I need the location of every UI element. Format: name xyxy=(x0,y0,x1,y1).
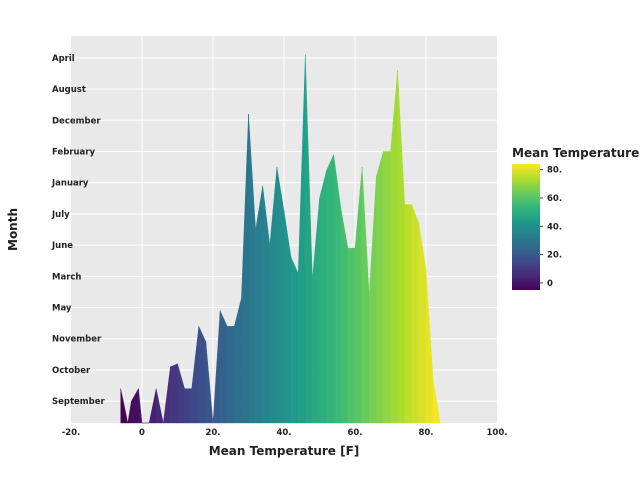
area-segment-3 xyxy=(138,388,143,424)
area-segment-29 xyxy=(319,170,327,424)
area-segment-8 xyxy=(170,363,178,424)
area-segment-45 xyxy=(432,379,441,424)
colorbar-ticks: 0 20. 40. 60. 80. xyxy=(540,166,562,289)
area-segment-38 xyxy=(383,151,391,424)
y-axis-title: Month xyxy=(6,208,20,251)
x-tick-label: 60. xyxy=(347,428,362,438)
area-segment-41 xyxy=(404,204,412,424)
area-segment-12 xyxy=(198,326,207,424)
area-segment-6 xyxy=(156,388,164,424)
colorbar-tick-label: 40. xyxy=(547,222,562,232)
y-tick-label: June xyxy=(51,241,73,251)
x-tick-label: -20. xyxy=(62,428,81,438)
x-tick-label: 100. xyxy=(487,428,508,438)
y-tick-label: April xyxy=(52,54,75,64)
area-segment-42 xyxy=(411,204,420,424)
colorbar-tick-label: 0 xyxy=(547,279,553,289)
x-axis-title: Mean Temperature [F] xyxy=(209,444,360,458)
area-segment-30 xyxy=(326,154,334,424)
area-segment-10 xyxy=(184,388,192,424)
data-area xyxy=(120,54,441,424)
area-segment-15 xyxy=(219,310,228,424)
area-segment-23 xyxy=(276,167,285,424)
legend-title: Mean Temperature [F] xyxy=(512,146,640,160)
y-tick-label: May xyxy=(52,304,72,314)
y-tick-label: February xyxy=(52,147,95,157)
y-tick-label: July xyxy=(51,210,70,220)
y-tick-label: November xyxy=(52,335,102,345)
y-tick-label: September xyxy=(52,397,106,407)
area-segment-16 xyxy=(227,326,235,424)
colorbar-tick-label: 60. xyxy=(547,194,562,204)
colorbar xyxy=(512,164,540,290)
y-tick-label: January xyxy=(51,179,89,189)
colorbar-tick-label: 20. xyxy=(547,251,562,261)
x-tick-label: 0 xyxy=(139,428,145,438)
area-segment-25 xyxy=(290,257,299,424)
area-segment-37 xyxy=(376,151,384,424)
area-segment-33 xyxy=(347,248,356,424)
y-tick-label: August xyxy=(52,85,86,95)
x-tick-labels: -20. 0 20. 40. 60. 80. 100. xyxy=(62,428,508,438)
y-tick-label: October xyxy=(52,366,91,376)
y-tick-label: March xyxy=(52,272,81,282)
area-segment-13 xyxy=(205,341,214,424)
x-tick-label: 40. xyxy=(276,428,291,438)
colorbar-legend: Mean Temperature [F] 0 20. 40. 60. 80. xyxy=(512,146,640,290)
y-tick-labels: September October November May March June July… xyxy=(51,54,106,407)
colorbar-tick-label: 80. xyxy=(547,166,562,176)
x-tick-label: 80. xyxy=(418,428,433,438)
area-segment-0 xyxy=(120,388,129,424)
y-tick-label: December xyxy=(52,116,101,126)
x-tick-label: 20. xyxy=(205,428,220,438)
